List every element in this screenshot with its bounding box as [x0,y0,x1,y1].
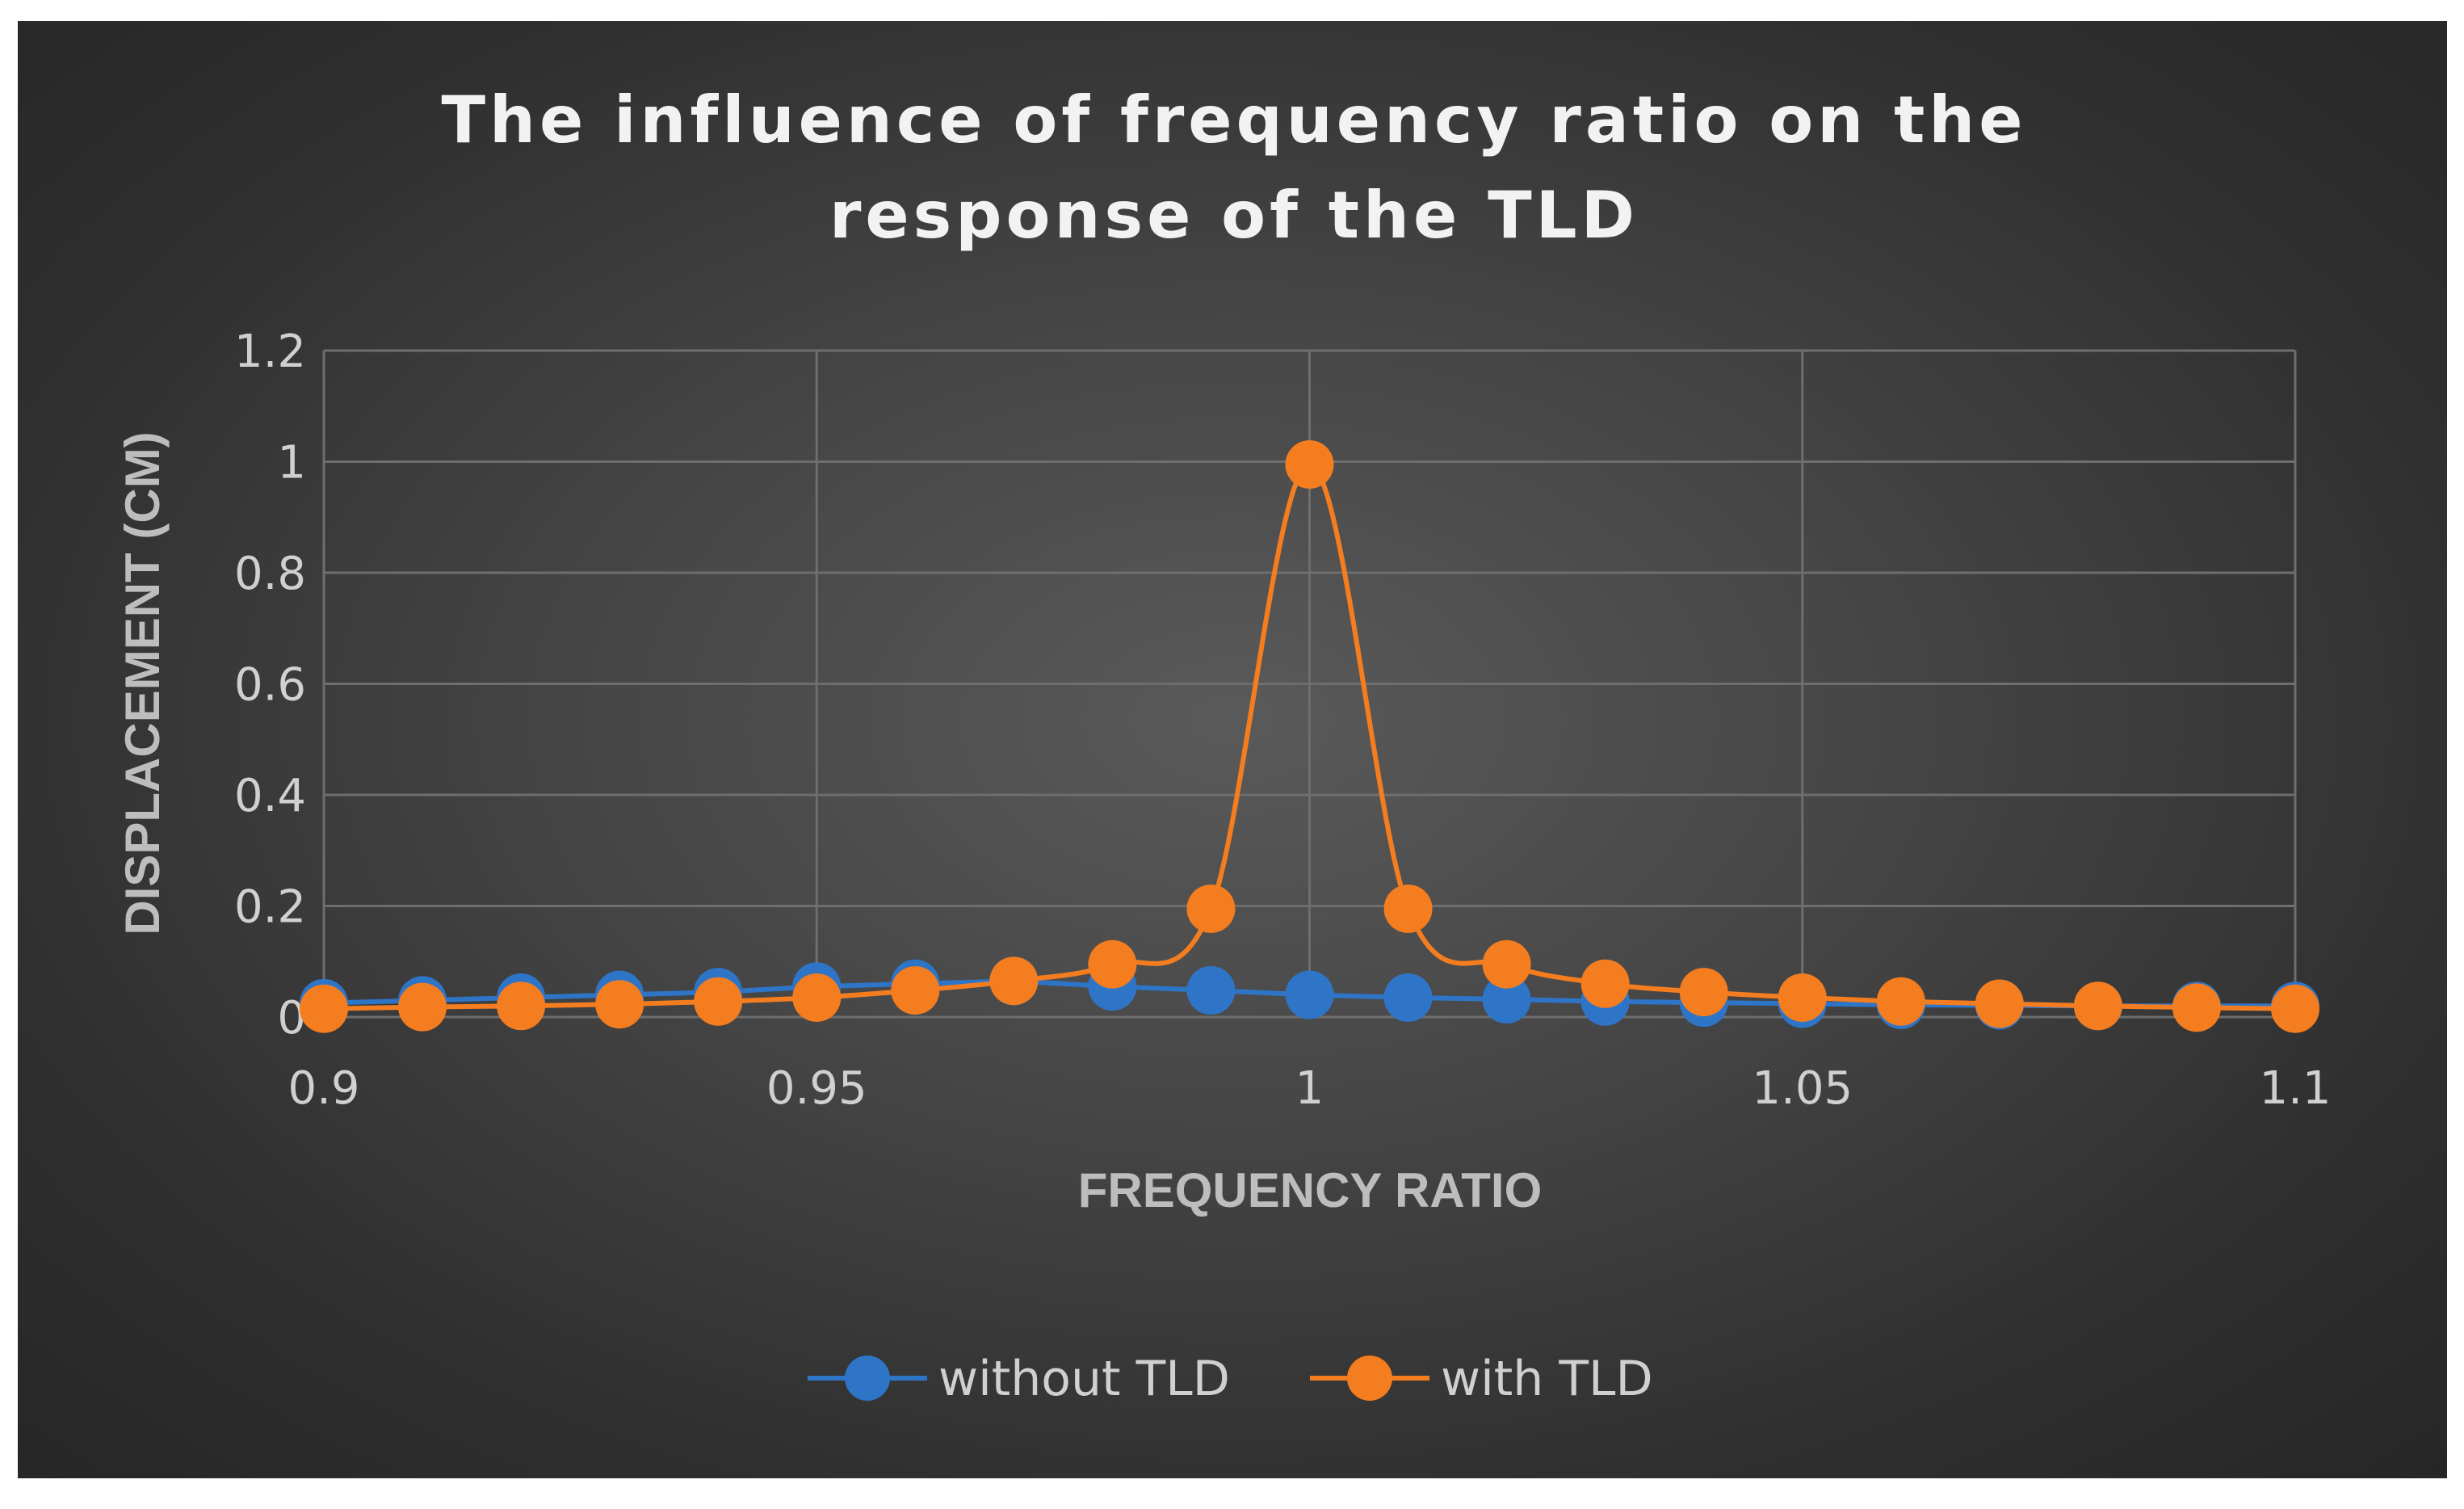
x-axis-label: FREQUENCY RATIO [1078,1163,1542,1217]
x-tick-labels: 0.9 0.95 1 1.05 1.1 [288,1062,2331,1115]
x-tick-label: 0.9 [288,1062,359,1115]
y-tick-label: 0.6 [234,659,306,712]
series-layer [300,439,2319,1033]
chart-title-line-2: response of the TLD [829,178,1639,253]
data-point-with-tld [1975,979,2024,1028]
data-point-with-tld [1876,977,1925,1026]
y-tick-label: 0.4 [234,770,306,822]
x-tick-label: 1.05 [1752,1062,1853,1115]
data-point-with-tld [1778,973,1827,1022]
data-point-with-tld [398,982,447,1032]
x-tick-label: 1.1 [2259,1062,2331,1115]
chart-frame: The influence of frequency ratio on the … [18,21,2447,1478]
data-point-without-tld [1186,966,1236,1015]
y-tick-label: 0.2 [234,881,306,934]
data-point-with-tld [1383,884,1433,933]
data-point-with-tld [595,980,644,1029]
data-point-with-tld [989,956,1039,1006]
y-axis-label: DISPLACEMENT (CM) [115,431,170,935]
series-with-tld [300,439,2319,1033]
legend: without TLD with TLD [808,1351,1653,1407]
y-tick-labels: 00.20.40.60.811.2 [234,326,306,1045]
y-tick-label: 0.8 [234,548,306,600]
legend-label-with-tld: with TLD [1441,1351,1653,1407]
legend-label-without-tld: without TLD [938,1351,1230,1407]
data-point-with-tld [2172,983,2221,1032]
data-point-with-tld [1482,939,1531,989]
data-point-with-tld [1285,439,1334,489]
data-point-with-tld [2271,984,2319,1033]
legend-marker-with-tld [1347,1356,1392,1401]
data-point-with-tld [891,966,940,1015]
y-tick-label: 1.2 [234,326,306,378]
x-tick-label: 0.95 [766,1062,867,1115]
data-point-without-tld [1383,973,1433,1022]
data-point-with-tld [1186,884,1236,933]
data-point-with-tld [497,981,546,1031]
data-point-with-tld [694,977,743,1026]
chart-svg: The influence of frequency ratio on the … [115,82,2332,1407]
chart-title-line-1: The influence of frequency ratio on the [441,82,2026,158]
x-tick-label: 1 [1295,1062,1324,1115]
data-point-with-tld [1580,959,1630,1008]
data-point-without-tld [1482,975,1531,1024]
data-point-with-tld [2073,981,2122,1031]
legend-item-without-tld: without TLD [808,1351,1230,1407]
data-point-without-tld [1285,970,1334,1019]
data-point-with-tld [300,984,348,1033]
data-point-with-tld [792,973,842,1022]
y-tick-label: 1 [277,437,306,490]
legend-marker-without-tld [845,1356,890,1401]
legend-item-with-tld: with TLD [1310,1351,1653,1407]
data-point-with-tld [1088,939,1137,989]
data-point-with-tld [1679,968,1728,1017]
